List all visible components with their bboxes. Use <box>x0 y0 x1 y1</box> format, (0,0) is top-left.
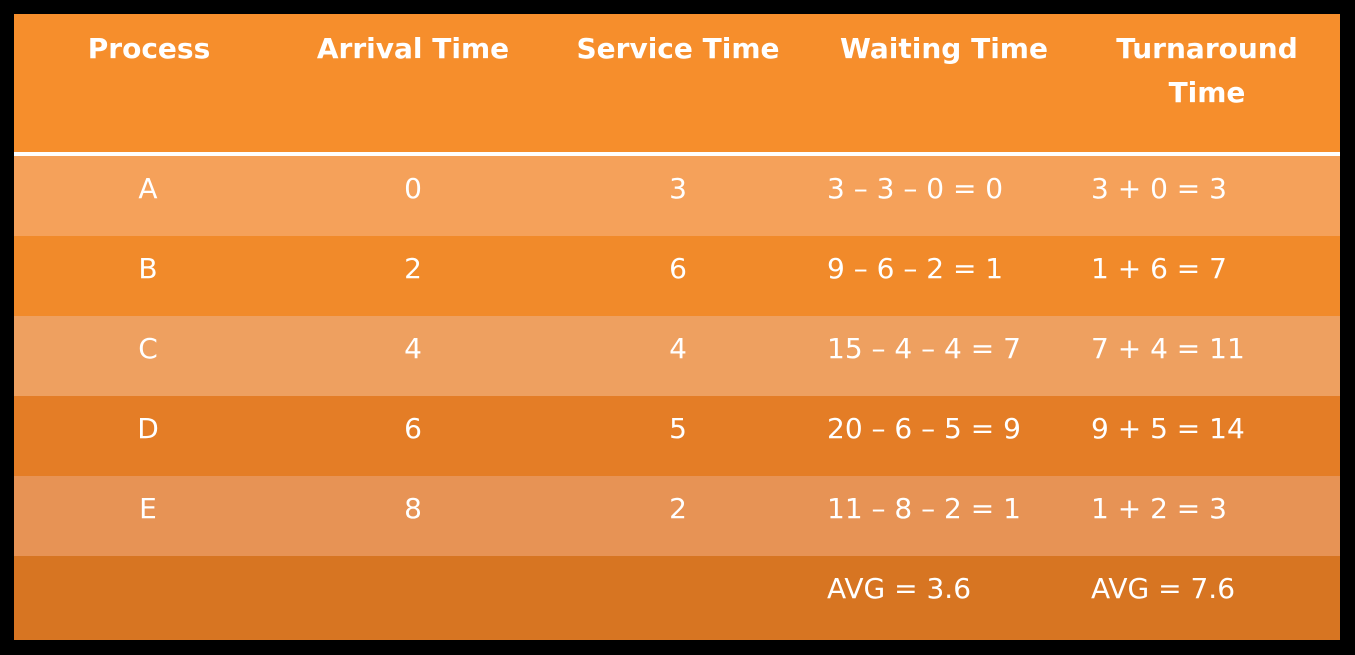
cell-process: E <box>139 492 157 525</box>
cell-waiting: 11 – 8 – 2 = 1 <box>827 492 1021 525</box>
header-process: Process <box>87 32 211 65</box>
cell-waiting: 3 – 3 – 0 = 0 <box>827 172 1004 205</box>
cell-turnaround: 1 + 6 = 7 <box>1091 252 1227 285</box>
header-turnaround-time: Turnaround Time <box>1074 14 1340 152</box>
cell-turnaround: 7 + 4 = 11 <box>1091 332 1245 365</box>
table-row: A 0 3 3 – 3 – 0 = 0 3 + 0 = 3 <box>14 156 1340 236</box>
cell-waiting: 9 – 6 – 2 = 1 <box>827 252 1004 285</box>
header-arrival-time: Arrival Time <box>316 32 510 65</box>
table-row: E 8 2 11 – 8 – 2 = 1 1 + 2 = 3 <box>14 476 1340 556</box>
cell-service: 3 <box>669 172 687 205</box>
header-turnaround-line1: Turnaround <box>1116 32 1298 65</box>
header-service-time: Service Time <box>576 32 780 65</box>
cell-service: 2 <box>669 492 687 525</box>
cell-turnaround: 9 + 5 = 14 <box>1091 412 1245 445</box>
cell-waiting: 20 – 6 – 5 = 9 <box>827 412 1021 445</box>
header-waiting-time: Waiting Time <box>840 32 1048 65</box>
cell-process: C <box>138 332 158 365</box>
cell-waiting-average: AVG = 3.6 <box>827 572 972 605</box>
table-header: Process Arrival Time Service Time Waitin… <box>14 14 1340 152</box>
cell-service: 4 <box>669 332 687 365</box>
cell-process: D <box>137 412 159 445</box>
cell-waiting: 15 – 4 – 4 = 7 <box>827 332 1021 365</box>
cell-service: 5 <box>669 412 687 445</box>
cell-arrival: 4 <box>404 332 422 365</box>
header-turnaround-line2: Time <box>1168 76 1246 109</box>
table-row-average: AVG = 3.6 AVG = 7.6 <box>14 556 1340 640</box>
table-row: D 6 5 20 – 6 – 5 = 9 9 + 5 = 14 <box>14 396 1340 476</box>
header-divider <box>14 152 1340 156</box>
cell-arrival: 8 <box>404 492 422 525</box>
scheduling-table: Process Arrival Time Service Time Waitin… <box>14 14 1340 640</box>
cell-turnaround: 1 + 2 = 3 <box>1091 492 1227 525</box>
cell-arrival: 0 <box>404 172 422 205</box>
cell-arrival: 6 <box>404 412 422 445</box>
table-row: C 4 4 15 – 4 – 4 = 7 7 + 4 = 11 <box>14 316 1340 396</box>
cell-arrival: 2 <box>404 252 422 285</box>
table-row: B 2 6 9 – 6 – 2 = 1 1 + 6 = 7 <box>14 236 1340 316</box>
cell-turnaround: 3 + 0 = 3 <box>1091 172 1227 205</box>
cell-turnaround-average: AVG = 7.6 <box>1091 572 1236 605</box>
cell-process: A <box>138 172 158 205</box>
cell-process: B <box>138 252 158 285</box>
cell-service: 6 <box>669 252 687 285</box>
